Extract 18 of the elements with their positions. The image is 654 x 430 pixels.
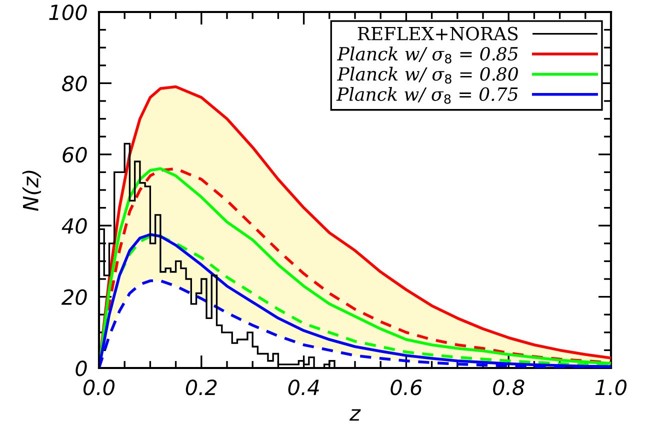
y-tick-label: 100 (49, 4, 87, 20)
y-tick-label: 0 (76, 360, 87, 376)
legend-label: REFLEX+NORAS (358, 26, 518, 40)
y-tick-label: 60 (62, 146, 87, 163)
x-tick-label: 0.0 (83, 379, 115, 396)
y-axis-title: N(z) (22, 170, 41, 211)
x-tick-label: 0.4 (288, 379, 319, 396)
x-tick-label: 1.0 (595, 379, 627, 396)
y-tick-label: 20 (61, 289, 87, 306)
legend-label: Planck w/ σ$_{8}$ = 0.80 (337, 66, 518, 84)
x-tick-label: 0.2 (186, 379, 217, 396)
y-tick-label: 80 (62, 76, 87, 92)
x-axis-title: z (349, 409, 361, 421)
legend-label: Planck w/ σ$_{8}$ = 0.75 (336, 86, 518, 104)
x-tick-label: 0.8 (493, 379, 524, 396)
y-tick-label: 40 (62, 218, 87, 234)
x-tick-label: 0.6 (390, 379, 422, 396)
legend-label: Planck w/ σ$_{8}$ = 0.85 (337, 46, 518, 64)
